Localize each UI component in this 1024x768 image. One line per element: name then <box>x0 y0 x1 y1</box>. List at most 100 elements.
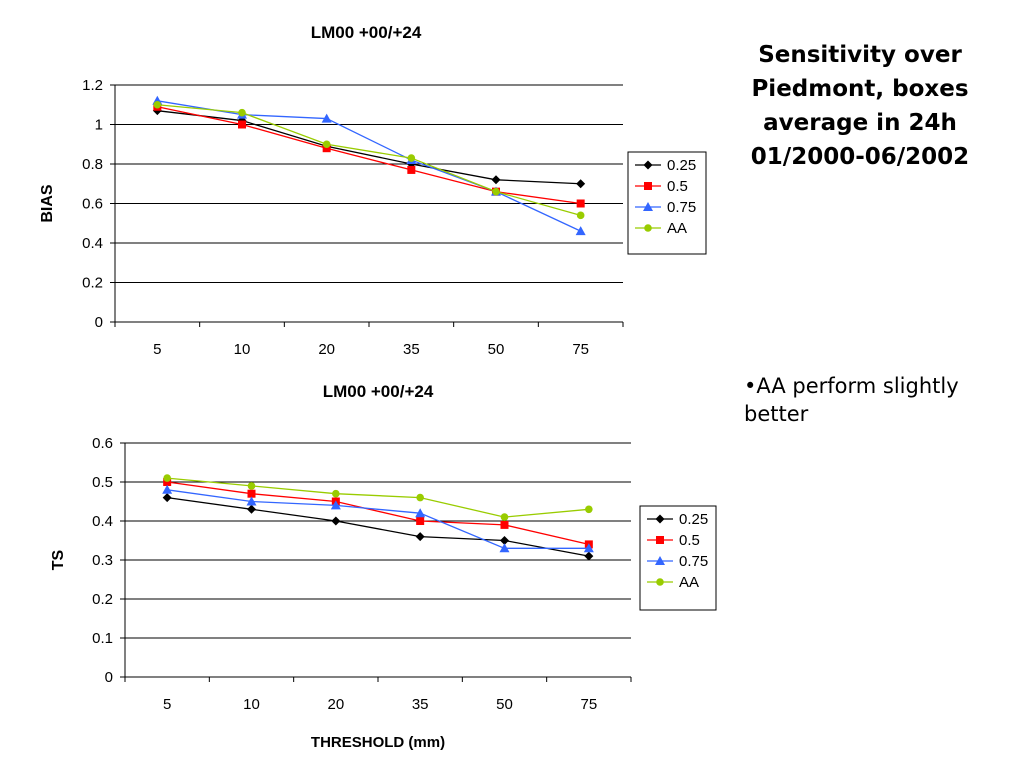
bias-x-tick-label: 50 <box>488 341 505 358</box>
ts-data-point <box>332 489 340 498</box>
bias-data-point <box>576 199 585 208</box>
ts-legend-marker <box>655 556 665 565</box>
bias-x-tick-label: 75 <box>572 341 589 358</box>
bias-data-point <box>407 154 416 162</box>
ts-data-point <box>584 551 594 561</box>
ts-legend-marker <box>655 514 665 524</box>
ts-data-point <box>162 484 173 494</box>
bias-data-point <box>407 165 416 174</box>
ts-legend-marker <box>656 536 664 544</box>
ts-series-line-0 <box>167 496 589 557</box>
ts-data-point <box>500 513 509 521</box>
bias-x-tick-label: 35 <box>403 341 420 358</box>
bias-legend-marker <box>644 182 652 190</box>
bias-series-line-2 <box>157 100 581 232</box>
ts-x-axis-label: THRESHOLD (mm) <box>311 734 445 751</box>
bias-series-line-3 <box>157 104 581 216</box>
bias-legend-marker <box>643 160 653 170</box>
bias-x-tick-label: 20 <box>318 341 335 358</box>
ts-y-tick-label: 0.3 <box>92 552 113 569</box>
slide-title: Sensitivity over Piedmont, boxes average… <box>700 38 1020 174</box>
slide-title-line-2: Piedmont, boxes <box>751 76 969 102</box>
ts-data-point <box>330 500 341 510</box>
ts-legend-marker <box>656 578 664 586</box>
ts-legend <box>639 505 717 611</box>
bias-x-tick-label: 10 <box>234 341 251 358</box>
ts-x-tick-label: 35 <box>412 696 429 713</box>
bias-data-point <box>492 187 500 196</box>
bias-legend-label: 0.75 <box>667 199 696 216</box>
bias-data-point <box>322 144 331 153</box>
bias-data-point <box>322 140 331 149</box>
bias-data-point <box>153 100 162 109</box>
ts-data-point <box>247 489 256 498</box>
ts-data-point <box>415 508 426 518</box>
ts-data-point <box>162 493 172 503</box>
bias-legend-marker <box>644 224 652 232</box>
ts-series-line-3 <box>167 477 589 518</box>
ts-x-tick-label: 20 <box>327 696 344 713</box>
ts-data-point <box>415 532 425 542</box>
ts-data-point <box>247 482 256 490</box>
ts-data-point <box>416 517 425 525</box>
bias-y-tick-label: 0.4 <box>82 235 103 252</box>
bias-y-axis-label: BIAS <box>39 184 56 223</box>
bias-y-tick-label: 0.8 <box>82 156 103 173</box>
slide-title-line-3: average in 24h <box>763 110 957 136</box>
slide-title-line-4: 01/2000-06/2002 <box>750 144 970 170</box>
bias-data-point <box>575 226 586 236</box>
bias-legend-marker <box>643 202 653 211</box>
ts-data-point <box>585 505 593 514</box>
ts-x-tick-label: 5 <box>163 696 171 713</box>
bias-data-point <box>576 211 585 220</box>
ts-data-point <box>247 504 256 514</box>
slide-title-line-1: Sensitivity over <box>758 42 962 68</box>
ts-legend-label: AA <box>679 574 699 591</box>
bias-legend-label: 0.5 <box>667 178 688 195</box>
ts-series-line-2 <box>167 489 589 549</box>
ts-x-tick-label: 75 <box>580 696 597 713</box>
ts-legend-label: 0.75 <box>679 553 708 570</box>
bias-y-tick-label: 1.2 <box>82 77 103 94</box>
bias-y-tick-label: 1 <box>95 117 103 134</box>
bias-data-point <box>238 120 246 129</box>
ts-chart-title: LM00 +00/+24 <box>323 382 434 401</box>
ts-data-point <box>246 496 257 506</box>
bias-data-point <box>238 108 246 117</box>
ts-data-point <box>163 478 172 486</box>
bias-legend-label: AA <box>667 220 687 237</box>
ts-legend-label: 0.25 <box>679 511 708 528</box>
ts-data-point <box>163 474 171 482</box>
ts-series-line-1 <box>167 481 589 546</box>
ts-y-tick-label: 0.6 <box>92 435 113 452</box>
bias-y-tick-label: 0.6 <box>82 196 103 213</box>
bias-y-tick-label: 0.2 <box>82 275 103 292</box>
ts-y-tick-label: 0.2 <box>92 591 113 608</box>
ts-y-tick-label: 0.4 <box>92 513 113 530</box>
bias-data-point <box>576 179 586 189</box>
ts-data-point <box>583 543 594 553</box>
bias-y-tick-label: 0 <box>95 314 103 331</box>
ts-y-tick-label: 0 <box>105 669 113 686</box>
bias-series-line-1 <box>157 106 581 205</box>
ts-x-tick-label: 50 <box>496 696 513 713</box>
slide-bullet: •AA perform slightly better <box>744 374 959 426</box>
ts-y-tick-label: 0.1 <box>92 630 113 647</box>
bias-legend <box>627 151 707 255</box>
ts-x-tick-label: 10 <box>243 696 260 713</box>
ts-data-point <box>500 536 509 545</box>
bias-series-line-0 <box>157 110 581 185</box>
ts-legend-label: 0.5 <box>679 532 700 549</box>
bias-legend-label: 0.25 <box>667 157 696 174</box>
bias-x-tick-label: 5 <box>153 341 161 358</box>
ts-y-axis-label: TS <box>50 549 67 570</box>
ts-data-point <box>416 493 424 502</box>
ts-data-point <box>331 516 341 526</box>
bias-data-point <box>491 175 501 185</box>
bias-data-point <box>321 113 332 123</box>
ts-y-tick-label: 0.5 <box>92 474 113 491</box>
ts-data-point <box>500 520 509 529</box>
bias-chart-title: LM00 +00/+24 <box>311 23 422 42</box>
